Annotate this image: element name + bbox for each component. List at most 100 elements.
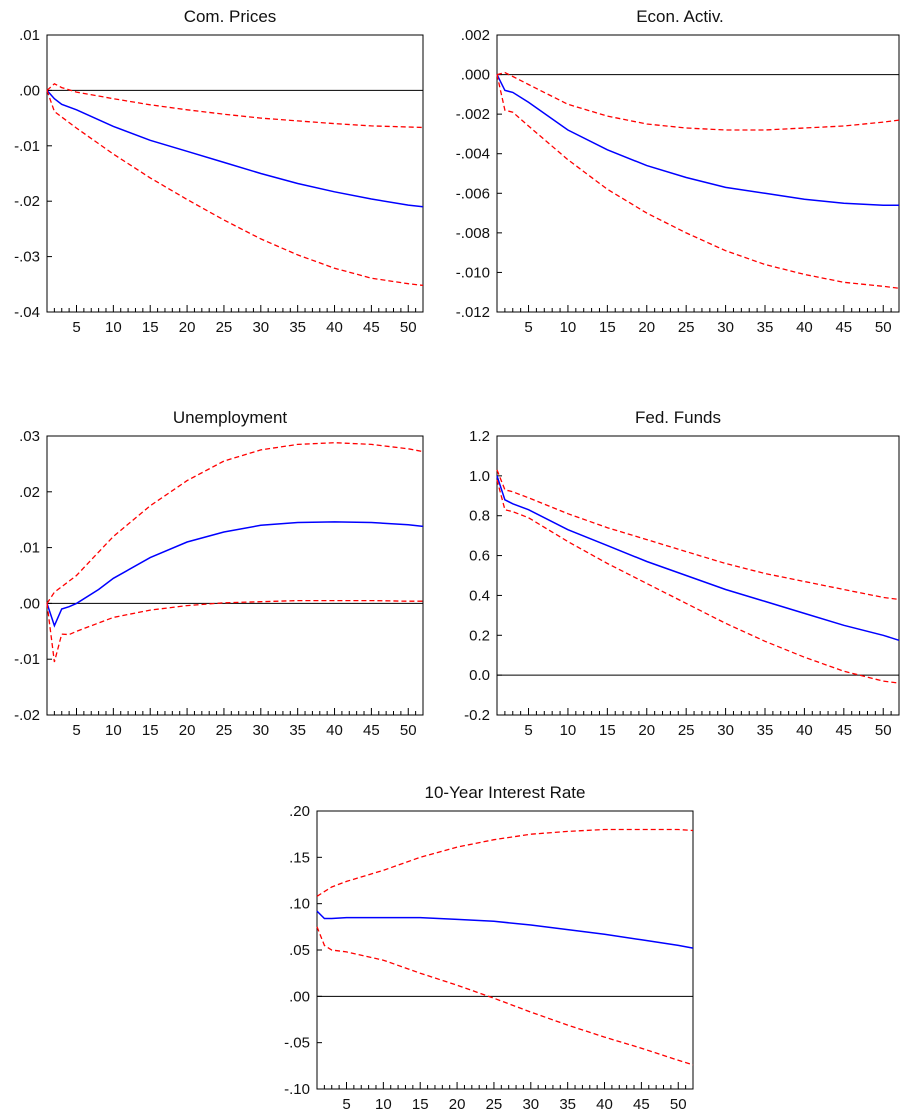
x-tick-label: 5: [72, 319, 80, 336]
x-tick-label: 35: [289, 319, 306, 336]
y-tick-label: 1.0: [469, 468, 490, 485]
x-tick-label: 35: [559, 1096, 576, 1113]
y-tick-label: -.008: [456, 225, 490, 242]
x-tick-label: 40: [796, 722, 813, 739]
plot-area: 5 10 15 20 25 30 35 40 45 50 .002 .000 -.002 -.004 -.0…: [456, 27, 900, 336]
series-line-upper-band: [46, 442, 424, 604]
y-tick-label: .000: [461, 67, 490, 84]
x-tick-label: 25: [486, 1096, 503, 1113]
y-tick-label: .01: [19, 27, 40, 44]
x-tick-label: 30: [717, 722, 734, 739]
plot-frame: [46, 34, 424, 313]
y-tick-label: -.004: [456, 146, 490, 163]
x-tick-label: 15: [142, 319, 159, 336]
x-tick-label: 20: [638, 319, 655, 336]
y-tick-label: -.01: [14, 138, 40, 155]
x-tick-label: 20: [179, 319, 196, 336]
plot-frame: [316, 810, 694, 1090]
plot-frame: [496, 435, 900, 716]
x-tick-label: 10: [105, 319, 122, 336]
plot-frame: [496, 34, 900, 313]
x-tick-label: 45: [835, 319, 852, 336]
y-tick-label: .00: [19, 595, 40, 612]
x-tick-label: 50: [400, 722, 417, 739]
y-tick-label: .00: [19, 82, 40, 99]
y-tick-label: -.010: [456, 264, 490, 281]
x-tick-label: 20: [449, 1096, 466, 1113]
series-line-lower-band: [496, 74, 900, 289]
y-tick-label: .15: [289, 849, 310, 866]
y-tick-label: 0.4: [469, 587, 490, 604]
panel-title: Fed. Funds: [635, 408, 721, 427]
panel-10-year-interest-rate: 10-Year Interest Rate 5 10 15 20 25 30 35 40 45 5…: [284, 783, 694, 1113]
y-tick-label: -.04: [14, 304, 40, 321]
x-tick-label: 50: [400, 319, 417, 336]
y-tick-label: -.002: [456, 106, 490, 123]
x-tick-label: 10: [560, 722, 577, 739]
x-tick-label: 15: [412, 1096, 429, 1113]
series-line-upper-band: [496, 71, 900, 131]
x-tick-label: 35: [757, 722, 774, 739]
x-tick-label: 50: [670, 1096, 687, 1113]
y-tick-label: -.05: [284, 1035, 310, 1052]
x-tick-label: 30: [717, 319, 734, 336]
y-tick-label: .01: [19, 540, 40, 557]
series-line-upper-band: [496, 469, 900, 601]
x-tick-label: 15: [142, 722, 159, 739]
x-tick-label: 10: [560, 319, 577, 336]
y-tick-label: -.01: [14, 651, 40, 668]
series-line-upper-band: [316, 828, 694, 897]
series-line-point-estimate: [496, 74, 899, 206]
y-tick-label: .02: [19, 484, 40, 501]
panel-fed-funds: Fed. Funds 5 10 15 20 25 30 35 40 45 50 1.2 1.0 0.8 0…: [464, 408, 900, 739]
y-tick-label: -.012: [456, 304, 490, 321]
y-tick-label: -0.2: [464, 707, 490, 724]
x-tick-label: 5: [72, 722, 80, 739]
series-line-point-estimate: [496, 475, 900, 642]
x-tick-label: 25: [216, 319, 233, 336]
plot-area: 5 10 15 20 25 30 35 40 45 50 .01 .00 -.01 -.02 -.03 -.0…: [14, 27, 424, 336]
x-tick-label: 25: [678, 319, 695, 336]
x-tick-label: 15: [599, 319, 616, 336]
x-tick-label: 30: [522, 1096, 539, 1113]
x-tick-label: 45: [363, 722, 380, 739]
x-tick-label: 25: [216, 722, 233, 739]
y-tick-label: .002: [461, 27, 490, 44]
x-tick-label: 20: [179, 722, 196, 739]
y-tick-label: -.03: [14, 249, 40, 266]
y-tick-label: -.02: [14, 193, 40, 210]
series-line-point-estimate: [46, 521, 424, 628]
series-line-point-estimate: [46, 89, 424, 208]
series-line-lower-band: [46, 90, 424, 287]
series-line-lower-band: [46, 599, 423, 663]
x-tick-label: 5: [524, 319, 532, 336]
y-tick-label: .10: [289, 896, 310, 913]
series-line-lower-band: [496, 479, 900, 684]
y-tick-label: 0.0: [469, 667, 490, 684]
x-tick-label: 40: [596, 1096, 613, 1113]
x-tick-label: 30: [252, 722, 269, 739]
x-tick-label: 45: [633, 1096, 650, 1113]
x-tick-label: 10: [105, 722, 122, 739]
plot-area: 5 10 15 20 25 30 35 40 45 50 .20 .15 .10 .05 .00 -.05 -.…: [284, 803, 694, 1113]
y-tick-label: -.006: [456, 185, 490, 202]
panel-title: Unemployment: [173, 408, 288, 427]
y-tick-label: 0.2: [469, 627, 490, 644]
plot-area: 5 10 15 20 25 30 35 40 45 50 1.2 1.0 0.8 0.6 0.4 0.2 0.0…: [464, 428, 900, 739]
x-tick-label: 35: [757, 319, 774, 336]
y-tick-label: 0.8: [469, 508, 490, 525]
x-tick-label: 5: [524, 722, 532, 739]
x-tick-label: 5: [342, 1096, 350, 1113]
y-tick-label: .05: [289, 942, 310, 959]
series-line-lower-band: [316, 926, 694, 1066]
y-tick-label: .00: [289, 988, 310, 1005]
series-line-point-estimate: [316, 910, 694, 949]
panel-title: Econ. Activ.: [636, 7, 724, 26]
x-tick-label: 45: [835, 722, 852, 739]
panel-title: Com. Prices: [184, 7, 277, 26]
plot-area: 5 10 15 20 25 30 35 40 45 50 .03 .02 .01 .00 -.01 -.02: [14, 428, 424, 739]
y-tick-label: -.02: [14, 707, 40, 724]
x-tick-label: 50: [875, 319, 892, 336]
y-tick-label: .03: [19, 428, 40, 445]
